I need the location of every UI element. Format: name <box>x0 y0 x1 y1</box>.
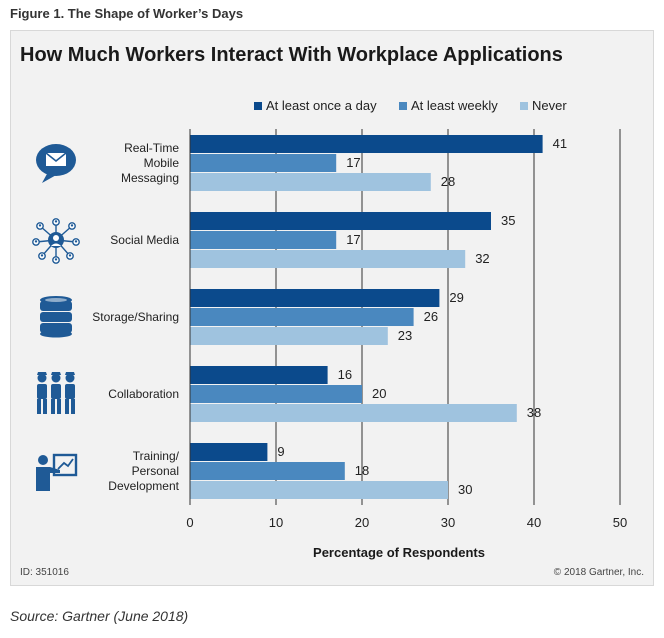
x-tick-label: 20 <box>355 515 369 530</box>
bar <box>190 231 337 249</box>
category-label: Social Media <box>110 233 179 247</box>
data-label: 16 <box>338 367 352 382</box>
document-id: ID: 351016 <box>20 567 69 578</box>
team-icon <box>37 372 75 414</box>
data-label: 17 <box>346 155 360 170</box>
legend-label: At least once a day <box>266 98 377 113</box>
x-tick-label: 50 <box>613 515 627 530</box>
bar <box>190 385 362 403</box>
bar <box>190 366 328 384</box>
bar <box>190 250 466 268</box>
data-label: 35 <box>501 213 515 228</box>
category-label: Training/ <box>133 449 180 463</box>
message-bubble-icon <box>36 144 76 183</box>
legend-swatch <box>520 102 528 110</box>
chart-panel: How Much Workers Interact With Workplace… <box>10 30 654 586</box>
bar <box>190 308 414 326</box>
category-label: Development <box>108 479 179 493</box>
bar <box>190 481 448 499</box>
chart-title: How Much Workers Interact With Workplace… <box>20 44 563 66</box>
bar <box>190 327 388 345</box>
data-label: 41 <box>553 136 567 151</box>
data-label: 17 <box>346 232 360 247</box>
bar <box>190 289 440 307</box>
data-label: 9 <box>277 444 284 459</box>
bar <box>190 443 268 461</box>
data-label: 18 <box>355 463 369 478</box>
x-tick-label: 10 <box>269 515 283 530</box>
data-label: 23 <box>398 328 412 343</box>
data-label: 26 <box>424 309 438 324</box>
x-tick-label: 40 <box>527 515 541 530</box>
legend-swatch <box>254 102 262 110</box>
data-label: 20 <box>372 386 386 401</box>
bar <box>190 135 543 153</box>
bar <box>190 154 337 172</box>
x-tick-label: 0 <box>186 515 193 530</box>
x-tick-label: 30 <box>441 515 455 530</box>
bar <box>190 212 491 230</box>
copyright: © 2018 Gartner, Inc. <box>553 567 644 578</box>
legend-swatch <box>399 102 407 110</box>
category-label: Storage/Sharing <box>92 310 179 324</box>
legend-label: At least weekly <box>411 98 498 113</box>
legend-label: Never <box>532 98 567 113</box>
category-label: Personal <box>132 464 179 478</box>
category-label: Messaging <box>121 171 179 185</box>
bar <box>190 404 517 422</box>
category-label: Mobile <box>144 156 180 170</box>
figure-caption: Figure 1. The Shape of Worker’s Days <box>10 6 244 21</box>
bar <box>190 173 431 191</box>
presenter-icon <box>36 453 78 491</box>
bar-chart: At least once a day At least weekly Never 4… <box>32 98 627 560</box>
bar <box>190 462 345 480</box>
social-network-icon <box>32 218 80 264</box>
category-label: Collaboration <box>108 387 179 401</box>
data-label: 38 <box>527 405 541 420</box>
category-label: Real-Time <box>124 141 179 155</box>
x-axis-title: Percentage of Respondents <box>313 545 485 560</box>
data-label: 29 <box>449 290 463 305</box>
data-label: 28 <box>441 174 455 189</box>
data-label: 32 <box>475 251 489 266</box>
database-icon <box>40 296 72 338</box>
data-label: 30 <box>458 482 472 497</box>
source-note: Source: Gartner (June 2018) <box>10 608 189 624</box>
